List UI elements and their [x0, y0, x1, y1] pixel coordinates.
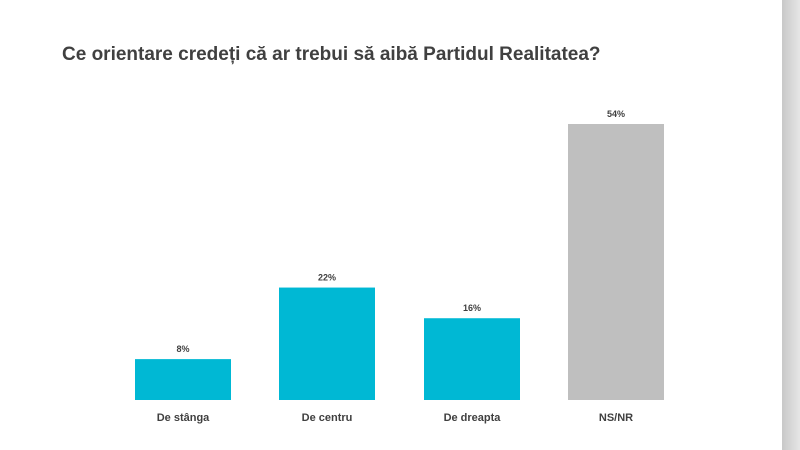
chart-title: Ce orientare credeți că ar trebui să aib… [62, 44, 601, 65]
category-label-3: NS/NR [599, 412, 633, 424]
slide: Ce orientare credeți că ar trebui să aib… [0, 0, 782, 450]
value-label-2: 16% [463, 303, 481, 313]
value-label-1: 22% [318, 273, 336, 283]
bar-chart: 8% De stânga 22% De centru 16% De dreapta 54% N… [135, 109, 664, 424]
category-label-2: De dreapta [444, 412, 502, 424]
page-edge [782, 0, 800, 450]
category-label-1: De centru [302, 412, 353, 424]
category-label-0: De stânga [157, 412, 210, 424]
bar-1 [279, 287, 375, 400]
value-label-3: 54% [607, 109, 625, 119]
bar-0 [135, 359, 231, 400]
value-label-0: 8% [176, 344, 189, 354]
bar-3 [568, 124, 664, 400]
bar-2 [424, 318, 520, 400]
